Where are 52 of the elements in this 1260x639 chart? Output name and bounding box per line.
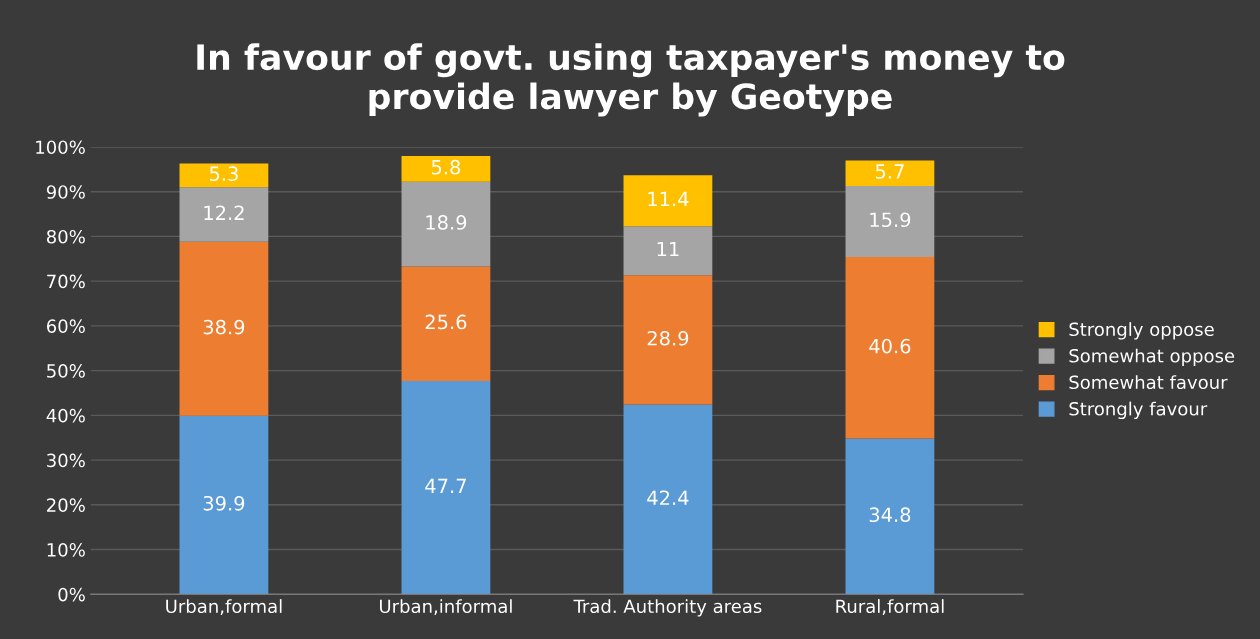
chart-title: In favour of govt. using taxpayer's money to provide lawyer by Geotype: [197, 43, 1065, 117]
y-tick-label: 90%: [46, 185, 85, 199]
y-tick-label: 40%: [46, 408, 85, 423]
y-tick-label: 50%: [47, 364, 85, 378]
data-label: 12.2: [204, 205, 244, 220]
x-tick-label: Trad. Authority areas: [573, 599, 762, 617]
x-tick-label: Urban,informal: [380, 599, 512, 615]
legend-label: Somewhat favour: [1069, 375, 1228, 390]
bar: [845, 438, 935, 595]
bar: [401, 181, 491, 267]
x-tick-label: Rural,formal: [836, 599, 944, 615]
bar: [623, 275, 713, 405]
data-label: 5.7: [875, 164, 904, 179]
data-label: 5.8: [431, 159, 461, 175]
bar: [623, 175, 713, 227]
data-label: 47.7: [425, 478, 466, 493]
y-tick-label: 60%: [46, 319, 85, 334]
legend-label: Somewhat oppose: [1069, 348, 1235, 367]
x-tick-label: Urban,formal: [166, 599, 282, 615]
y-tick-label: 100%: [36, 140, 85, 155]
data-label: 11.4: [648, 191, 689, 207]
legend-label: Strongly oppose: [1069, 322, 1214, 340]
data-label: 5.3: [209, 166, 238, 182]
bar: [623, 404, 713, 595]
y-tick-label: 10%: [47, 543, 85, 557]
y-tick-label: 80%: [46, 229, 85, 244]
bar: [845, 257, 935, 439]
bar: [401, 155, 491, 182]
bar: [401, 266, 491, 381]
data-label: 38.9: [203, 319, 245, 335]
legend-label: Strongly favour: [1069, 401, 1208, 420]
data-label: 28.9: [647, 330, 689, 346]
bar: [179, 415, 269, 595]
bar: [179, 187, 269, 242]
data-label: 25.6: [425, 314, 467, 330]
y-tick-label: 20%: [47, 498, 85, 512]
data-label: 11: [657, 241, 679, 257]
data-label: 15.9: [870, 212, 911, 228]
bar: [179, 163, 269, 188]
data-label: 18.9: [426, 215, 467, 230]
bar: [623, 226, 713, 276]
data-label: 42.4: [647, 490, 689, 505]
bar: [845, 185, 935, 258]
bar: [179, 241, 269, 416]
y-tick-label: 70%: [47, 274, 85, 289]
data-label: 40.6: [869, 338, 911, 354]
bar: [401, 380, 491, 595]
data-label: 34.8: [869, 507, 911, 523]
y-tick-label: 0%: [58, 587, 85, 602]
bar: [845, 160, 935, 186]
data-label: 39.9: [203, 495, 245, 511]
y-tick-label: 30%: [47, 453, 85, 468]
